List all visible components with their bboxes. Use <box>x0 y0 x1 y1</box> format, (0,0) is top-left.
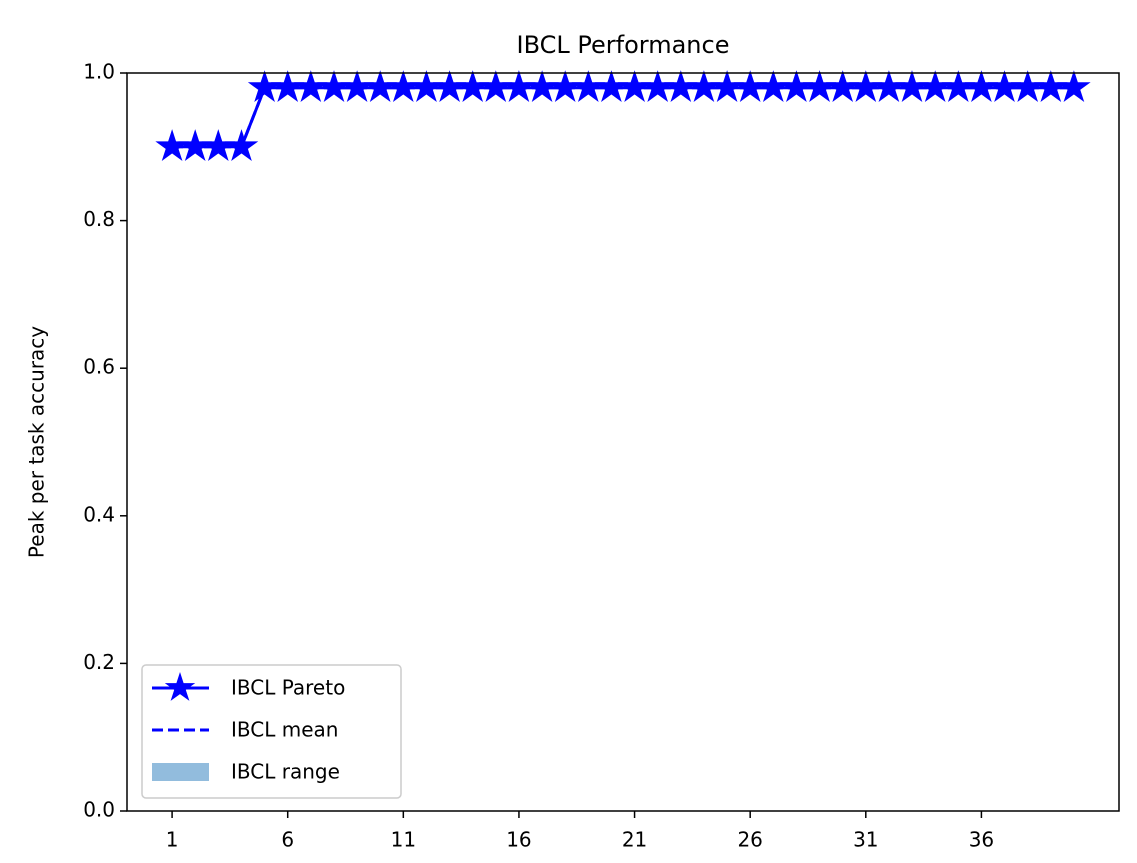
legend-label: IBCL range <box>231 760 340 784</box>
star-marker <box>340 70 374 103</box>
plot-frame <box>126 72 1120 812</box>
star-marker <box>270 70 305 103</box>
star-marker <box>1034 70 1068 103</box>
y-tick-label: 0.0 <box>83 798 115 822</box>
star-marker <box>178 129 212 162</box>
star-marker <box>895 70 929 103</box>
y-axis-label: Peak per task accuracy <box>25 326 49 558</box>
star-marker <box>918 70 952 103</box>
y-tick-label: 0.6 <box>83 355 115 379</box>
y-tick-label: 1.0 <box>83 60 115 84</box>
star-marker <box>548 70 582 103</box>
star-marker <box>386 70 421 103</box>
star-marker <box>479 70 513 103</box>
star-marker <box>941 70 976 103</box>
star-marker <box>640 70 675 103</box>
legend-swatch <box>152 763 209 781</box>
y-tick-label: 0.2 <box>83 650 115 674</box>
star-marker <box>247 70 282 103</box>
star-marker <box>733 70 767 103</box>
pareto-line <box>172 86 1074 149</box>
star-marker <box>224 129 259 162</box>
y-tick-label: 0.4 <box>83 502 115 526</box>
star-marker <box>756 70 791 103</box>
star-marker <box>849 70 883 103</box>
star-marker <box>455 70 490 103</box>
legend-label: IBCL Pareto <box>231 676 345 700</box>
star-marker <box>363 70 397 103</box>
star-marker <box>155 129 189 162</box>
star-marker <box>617 70 652 103</box>
star-marker <box>710 70 744 103</box>
star-marker <box>664 70 698 103</box>
x-tick-label: 16 <box>506 828 531 852</box>
y-tick-label: 0.8 <box>83 207 115 231</box>
legend: IBCL Pareto IBCL mean IBCL range <box>141 664 402 799</box>
chart-title: IBCL Performance <box>517 31 730 59</box>
star-marker <box>432 70 467 103</box>
star-marker <box>802 70 837 103</box>
star-marker <box>317 70 351 103</box>
x-tick-label: 31 <box>853 828 878 852</box>
star-marker <box>872 70 906 103</box>
star-marker <box>409 70 444 103</box>
star-marker <box>1010 70 1045 103</box>
star-marker <box>1057 70 1091 103</box>
star-marker <box>964 70 999 103</box>
star-marker <box>594 70 629 103</box>
legend-marker <box>164 672 196 701</box>
x-tick-label: 11 <box>391 828 416 852</box>
star-marker <box>987 70 1022 103</box>
star-marker <box>201 129 236 162</box>
star-marker <box>825 70 860 103</box>
star-marker <box>525 70 559 103</box>
star-marker <box>779 70 814 103</box>
star-marker <box>571 70 606 103</box>
legend-label: IBCL mean <box>231 718 338 742</box>
x-tick-label: 1 <box>166 828 179 852</box>
x-tick-label: 36 <box>969 828 994 852</box>
x-tick-label: 6 <box>281 828 294 852</box>
x-tick-label: 26 <box>737 828 762 852</box>
star-marker <box>687 70 721 103</box>
x-tick-label: 21 <box>622 828 647 852</box>
star-marker <box>502 70 536 103</box>
star-marker <box>294 70 328 103</box>
